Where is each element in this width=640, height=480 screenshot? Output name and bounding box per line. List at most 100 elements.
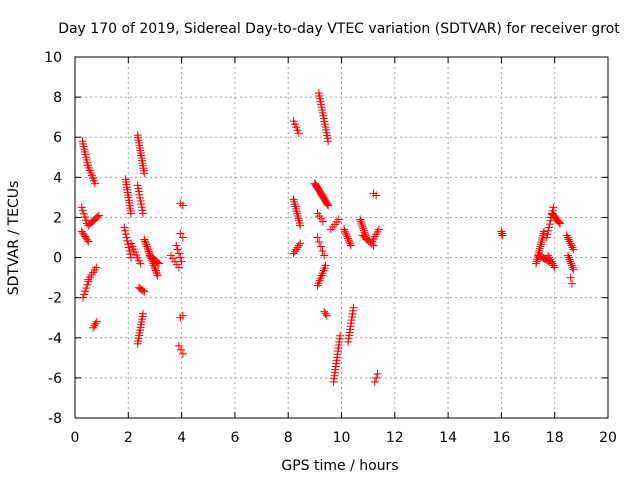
- data-point: [80, 232, 89, 241]
- y-tick-label: -8: [48, 411, 62, 427]
- data-point: [569, 245, 578, 254]
- data-point: [94, 211, 103, 220]
- plot-frame: [74, 56, 609, 419]
- data-point: [152, 269, 161, 278]
- data-point: [140, 287, 149, 296]
- data-point: [349, 303, 358, 312]
- data-point: [79, 209, 88, 218]
- data-point: [174, 263, 183, 272]
- data-point: [564, 253, 573, 262]
- data-point: [334, 215, 343, 224]
- data-point: [535, 244, 544, 253]
- data-point: [174, 249, 183, 258]
- data-point: [290, 247, 299, 256]
- data-point: [566, 273, 575, 282]
- x-tick-label: 14: [439, 430, 457, 446]
- data-point: [549, 203, 558, 212]
- data-point: [144, 245, 153, 254]
- data-point: [77, 203, 86, 212]
- data-point: [547, 257, 556, 266]
- x-tick-label: 20: [599, 430, 617, 446]
- data-point: [565, 237, 574, 246]
- data-point: [324, 137, 333, 146]
- data-point: [359, 226, 368, 235]
- x-tick-label: 2: [124, 430, 133, 446]
- data-point: [125, 246, 134, 255]
- data-point: [539, 229, 548, 238]
- data-point: [78, 293, 87, 302]
- data-point: [324, 201, 333, 210]
- y-axis-ticks: -8 -6 -4 -2 0 2 4 6 8 10: [44, 50, 608, 427]
- data-point: [80, 213, 89, 222]
- data-point: [124, 243, 133, 252]
- data-point: [122, 233, 131, 242]
- x-tick-label: 12: [386, 430, 404, 446]
- data-point: [341, 229, 350, 238]
- data-point: [313, 233, 322, 242]
- data-point: [357, 220, 366, 229]
- chart-title: Day 170 of 2019, Sidereal Day-to-day VTE…: [58, 21, 620, 37]
- data-point: [565, 255, 574, 264]
- data-point: [320, 251, 329, 260]
- data-point: [142, 240, 151, 249]
- data-point: [497, 227, 506, 236]
- x-axis-ticks: 0 2 4 6 8 10 12 14 16 18 20: [71, 57, 617, 446]
- x-tick-label: 6: [230, 430, 239, 446]
- grid-lines: [75, 57, 608, 418]
- data-point: [569, 265, 578, 274]
- data-point: [568, 279, 577, 288]
- data-point: [359, 224, 368, 233]
- x-tick-label: 4: [177, 430, 186, 446]
- data-point: [178, 233, 187, 242]
- data-point: [289, 249, 298, 258]
- data-point: [138, 309, 147, 318]
- data-point: [151, 266, 160, 275]
- data-point: [174, 341, 183, 350]
- data-point: [567, 241, 576, 250]
- x-tick-label: 8: [284, 430, 293, 446]
- data-point: [292, 245, 301, 254]
- data-point: [498, 229, 507, 238]
- y-tick-label: -6: [48, 371, 62, 387]
- data-point: [78, 229, 87, 238]
- data-point: [77, 227, 86, 236]
- data-point: [178, 201, 187, 210]
- data-point: [296, 221, 305, 230]
- data-point: [370, 377, 379, 386]
- data-point: [545, 253, 554, 262]
- data-point: [143, 244, 152, 253]
- data-point: [316, 242, 325, 251]
- data-point: [568, 263, 577, 272]
- y-tick-label: -4: [48, 331, 62, 347]
- data-point: [532, 257, 541, 266]
- data-point: [154, 259, 163, 268]
- data-point: [140, 169, 149, 178]
- y-tick-label: -2: [48, 291, 62, 307]
- data-point: [343, 232, 352, 241]
- data-point: [346, 241, 355, 250]
- data-point: [374, 225, 383, 234]
- data-point: [176, 345, 185, 354]
- data-point: [173, 245, 182, 254]
- data-point: [296, 239, 305, 248]
- data-point: [82, 284, 91, 293]
- data-point: [136, 259, 145, 268]
- data-point: [138, 286, 147, 295]
- x-tick-label: 0: [71, 430, 80, 446]
- data-point: [356, 215, 365, 224]
- data-point: [356, 217, 365, 226]
- data-point: [563, 233, 572, 242]
- data-point: [535, 246, 544, 255]
- data-point: [153, 271, 162, 280]
- data-point: [91, 319, 100, 328]
- data-point: [320, 307, 329, 316]
- data-point: [546, 216, 555, 225]
- data-point: [346, 239, 355, 248]
- data-point: [78, 206, 87, 215]
- data-point: [538, 231, 547, 240]
- data-point: [140, 237, 149, 246]
- data-point: [321, 261, 330, 270]
- x-tick-label: 16: [492, 430, 510, 446]
- data-point: [556, 219, 565, 228]
- data-point: [178, 349, 187, 358]
